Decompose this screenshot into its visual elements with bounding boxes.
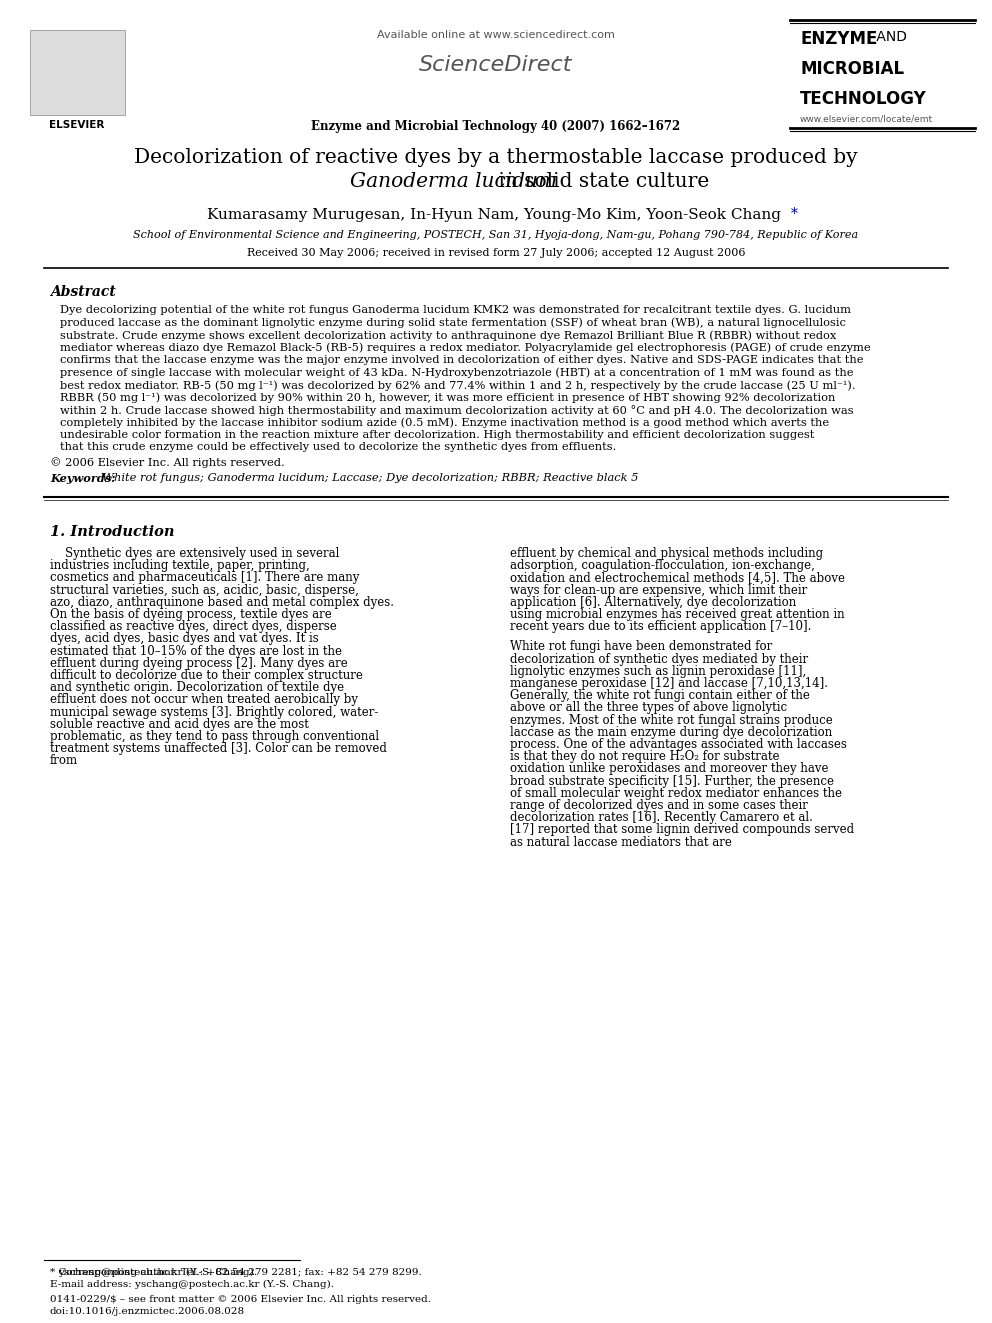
Text: doi:10.1016/j.enzmictec.2006.08.028: doi:10.1016/j.enzmictec.2006.08.028 [50, 1307, 245, 1316]
Bar [30, 30, 125, 115]
Text: AND: AND [872, 30, 907, 44]
Text: and synthetic origin. Decolorization of textile dye: and synthetic origin. Decolorization of … [50, 681, 344, 695]
Text: as natural laccase mediators that are: as natural laccase mediators that are [510, 836, 732, 848]
Text: MICROBIAL: MICROBIAL [800, 60, 904, 78]
Text: presence of single laccase with molecular weight of 43 kDa. N-Hydroxybenzotriazo: presence of single laccase with molecula… [60, 368, 853, 378]
Text: Generally, the white rot fungi contain either of the: Generally, the white rot fungi contain e… [510, 689, 809, 703]
Text: TECHNOLOGY: TECHNOLOGY [800, 90, 927, 108]
Text: ScienceDirect: ScienceDirect [420, 56, 572, 75]
Text: in solid state culture: in solid state culture [492, 172, 709, 191]
Text: E-mail address: yschang@postech.ac.kr (Y.-S. Chang).: E-mail address: yschang@postech.ac.kr (Y… [50, 1279, 334, 1289]
Text: above or all the three types of above lignolytic: above or all the three types of above li… [510, 701, 787, 714]
Text: lignolytic enzymes such as lignin peroxidase [11],: lignolytic enzymes such as lignin peroxi… [510, 664, 806, 677]
Text: classified as reactive dyes, direct dyes, disperse: classified as reactive dyes, direct dyes… [50, 620, 336, 634]
Text: soluble reactive and acid dyes are the most: soluble reactive and acid dyes are the m… [50, 718, 309, 730]
Text: using microbial enzymes has received great attention in: using microbial enzymes has received gre… [510, 609, 844, 620]
Text: estimated that 10–15% of the dyes are lost in the: estimated that 10–15% of the dyes are lo… [50, 644, 342, 658]
Text: Decolorization of reactive dyes by a thermostable laccase produced by: Decolorization of reactive dyes by a the… [134, 148, 858, 167]
Bar [790, 19, 975, 118]
Text: www.elsevier.com/locate/emt: www.elsevier.com/locate/emt [800, 115, 933, 124]
Text: Enzyme and Microbial Technology 40 (2007) 1662–1672: Enzyme and Microbial Technology 40 (2007… [311, 120, 681, 134]
Text: decolorization of synthetic dyes mediated by their: decolorization of synthetic dyes mediate… [510, 652, 808, 665]
Text: difficult to decolorize due to their complex structure: difficult to decolorize due to their com… [50, 669, 363, 681]
Text: range of decolorized dyes and in some cases their: range of decolorized dyes and in some ca… [510, 799, 807, 812]
Text: adsorption, coagulation-flocculation, ion-exchange,: adsorption, coagulation-flocculation, io… [510, 560, 814, 573]
Text: broad substrate specificity [15]. Further, the presence: broad substrate specificity [15]. Furthe… [510, 774, 834, 787]
Text: effluent by chemical and physical methods including: effluent by chemical and physical method… [510, 546, 823, 560]
Text: Keywords:: Keywords: [50, 474, 115, 484]
Text: ELSEVIER: ELSEVIER [50, 120, 105, 130]
Text: treatment systems unaffected [3]. Color can be removed: treatment systems unaffected [3]. Color … [50, 742, 387, 755]
Text: 0141-0229/$ – see front matter © 2006 Elsevier Inc. All rights reserved.: 0141-0229/$ – see front matter © 2006 El… [50, 1295, 431, 1304]
Text: 1. Introduction: 1. Introduction [50, 525, 175, 538]
Text: School of Environmental Science and Engineering, POSTECH, San 31, Hyoja-dong, Na: School of Environmental Science and Engi… [134, 230, 858, 239]
Text: industries including textile, paper, printing,: industries including textile, paper, pri… [50, 560, 310, 573]
Text: © 2006 Elsevier Inc. All rights reserved.: © 2006 Elsevier Inc. All rights reserved… [50, 456, 285, 468]
Text: [17] reported that some lignin derived compounds served: [17] reported that some lignin derived c… [510, 823, 854, 836]
Text: Ganoderma lucidum: Ganoderma lucidum [350, 172, 558, 191]
Text: problematic, as they tend to pass through conventional: problematic, as they tend to pass throug… [50, 730, 379, 744]
Text: White rot fungi have been demonstrated for: White rot fungi have been demonstrated f… [510, 640, 772, 654]
Text: On the basis of dyeing process, textile dyes are: On the basis of dyeing process, textile … [50, 609, 331, 620]
Text: laccase as the main enzyme during dye decolorization: laccase as the main enzyme during dye de… [510, 726, 832, 738]
Text: azo, diazo, anthraquinone based and metal complex dyes.: azo, diazo, anthraquinone based and meta… [50, 595, 394, 609]
Text: dyes, acid dyes, basic dyes and vat dyes. It is: dyes, acid dyes, basic dyes and vat dyes… [50, 632, 318, 646]
Text: Dye decolorizing potential of the white rot fungus Ganoderma lucidum KMK2 was de: Dye decolorizing potential of the white … [60, 306, 851, 315]
Text: application [6]. Alternatively, dye decolorization: application [6]. Alternatively, dye deco… [510, 595, 797, 609]
Text: process. One of the advantages associated with laccases: process. One of the advantages associate… [510, 738, 847, 751]
Text: Kumarasamy Murugesan, In-Hyun Nam, Young-Mo Kim, Yoon-Seok Chang: Kumarasamy Murugesan, In-Hyun Nam, Young… [206, 208, 786, 222]
Text: best redox mediator. RB-5 (50 mg l⁻¹) was decolorized by 62% and 77.4% within 1 : best redox mediator. RB-5 (50 mg l⁻¹) wa… [60, 380, 856, 390]
Text: that this crude enzyme could be effectively used to decolorize the synthetic dye: that this crude enzyme could be effectiv… [60, 442, 616, 452]
Text: structural varieties, such as, acidic, basic, disperse,: structural varieties, such as, acidic, b… [50, 583, 359, 597]
Text: confirms that the laccase enzyme was the major enzyme involved in decolorization: confirms that the laccase enzyme was the… [60, 355, 863, 365]
Text: ENZYME: ENZYME [800, 30, 877, 48]
Text: mediator whereas diazo dye Remazol Black-5 (RB-5) requires a redox mediator. Pol: mediator whereas diazo dye Remazol Black… [60, 343, 871, 353]
Text: decolorization rates [16]. Recently Camarero et al.: decolorization rates [16]. Recently Cama… [510, 811, 812, 824]
Text: recent years due to its efficient application [7–10].: recent years due to its efficient applic… [510, 620, 811, 634]
Text: Synthetic dyes are extensively used in several: Synthetic dyes are extensively used in s… [50, 546, 339, 560]
Text: is that they do not require H₂O₂ for substrate: is that they do not require H₂O₂ for sub… [510, 750, 780, 763]
Text: oxidation unlike peroxidases and moreover they have: oxidation unlike peroxidases and moreove… [510, 762, 828, 775]
Text: effluent does not occur when treated aerobically by: effluent does not occur when treated aer… [50, 693, 358, 706]
Text: ways for clean-up are expensive, which limit their: ways for clean-up are expensive, which l… [510, 583, 807, 597]
Text: cosmetics and pharmaceuticals [1]. There are many: cosmetics and pharmaceuticals [1]. There… [50, 572, 359, 585]
Text: * Corresponding author. Tel.: +82 54 279 2281; fax: +82 54 279 8299.: * Corresponding author. Tel.: +82 54 279… [50, 1267, 422, 1277]
Text: substrate. Crude enzyme shows excellent decolorization activity to anthraquinone: substrate. Crude enzyme shows excellent … [60, 329, 836, 340]
Text: produced laccase as the dominant lignolytic enzyme during solid state fermentati: produced laccase as the dominant lignoly… [60, 318, 846, 328]
Text: Available online at www.sciencedirect.com: Available online at www.sciencedirect.co… [377, 30, 615, 40]
Text: enzymes. Most of the white rot fungal strains produce: enzymes. Most of the white rot fungal st… [510, 713, 832, 726]
Text: *: * [791, 206, 798, 221]
Text: manganese peroxidase [12] and laccase [7,10,13,14].: manganese peroxidase [12] and laccase [7… [510, 677, 828, 691]
Text: RBBR (50 mg l⁻¹) was decolorized by 90% within 20 h, however, it was more effici: RBBR (50 mg l⁻¹) was decolorized by 90% … [60, 393, 835, 404]
Text: from: from [50, 754, 78, 767]
Text: completely inhibited by the laccase inhibitor sodium azide (0.5 mM). Enzyme inac: completely inhibited by the laccase inhi… [60, 418, 829, 429]
Text: White rot fungus; Ganoderma lucidum; Laccase; Dye decolorization; RBBR; Reactive: White rot fungus; Ganoderma lucidum; Lac… [95, 474, 639, 483]
Text: within 2 h. Crude laccase showed high thermostability and maximum decolorization: within 2 h. Crude laccase showed high th… [60, 405, 854, 415]
Text: yschang@postech.ac.kr (Y.-S. Chang).: yschang@postech.ac.kr (Y.-S. Chang). [58, 1267, 257, 1277]
Text: oxidation and electrochemical methods [4,5]. The above: oxidation and electrochemical methods [4… [510, 572, 845, 585]
Text: undesirable color formation in the reaction mixture after decolorization. High t: undesirable color formation in the react… [60, 430, 814, 441]
Text: Received 30 May 2006; received in revised form 27 July 2006; accepted 12 August : Received 30 May 2006; received in revise… [247, 247, 745, 258]
Text: municipal sewage systems [3]. Brightly colored, water-: municipal sewage systems [3]. Brightly c… [50, 705, 378, 718]
Text: Abstract: Abstract [50, 284, 116, 299]
Text: of small molecular weight redox mediator enhances the: of small molecular weight redox mediator… [510, 787, 842, 800]
Text: effluent during dyeing process [2]. Many dyes are: effluent during dyeing process [2]. Many… [50, 656, 348, 669]
